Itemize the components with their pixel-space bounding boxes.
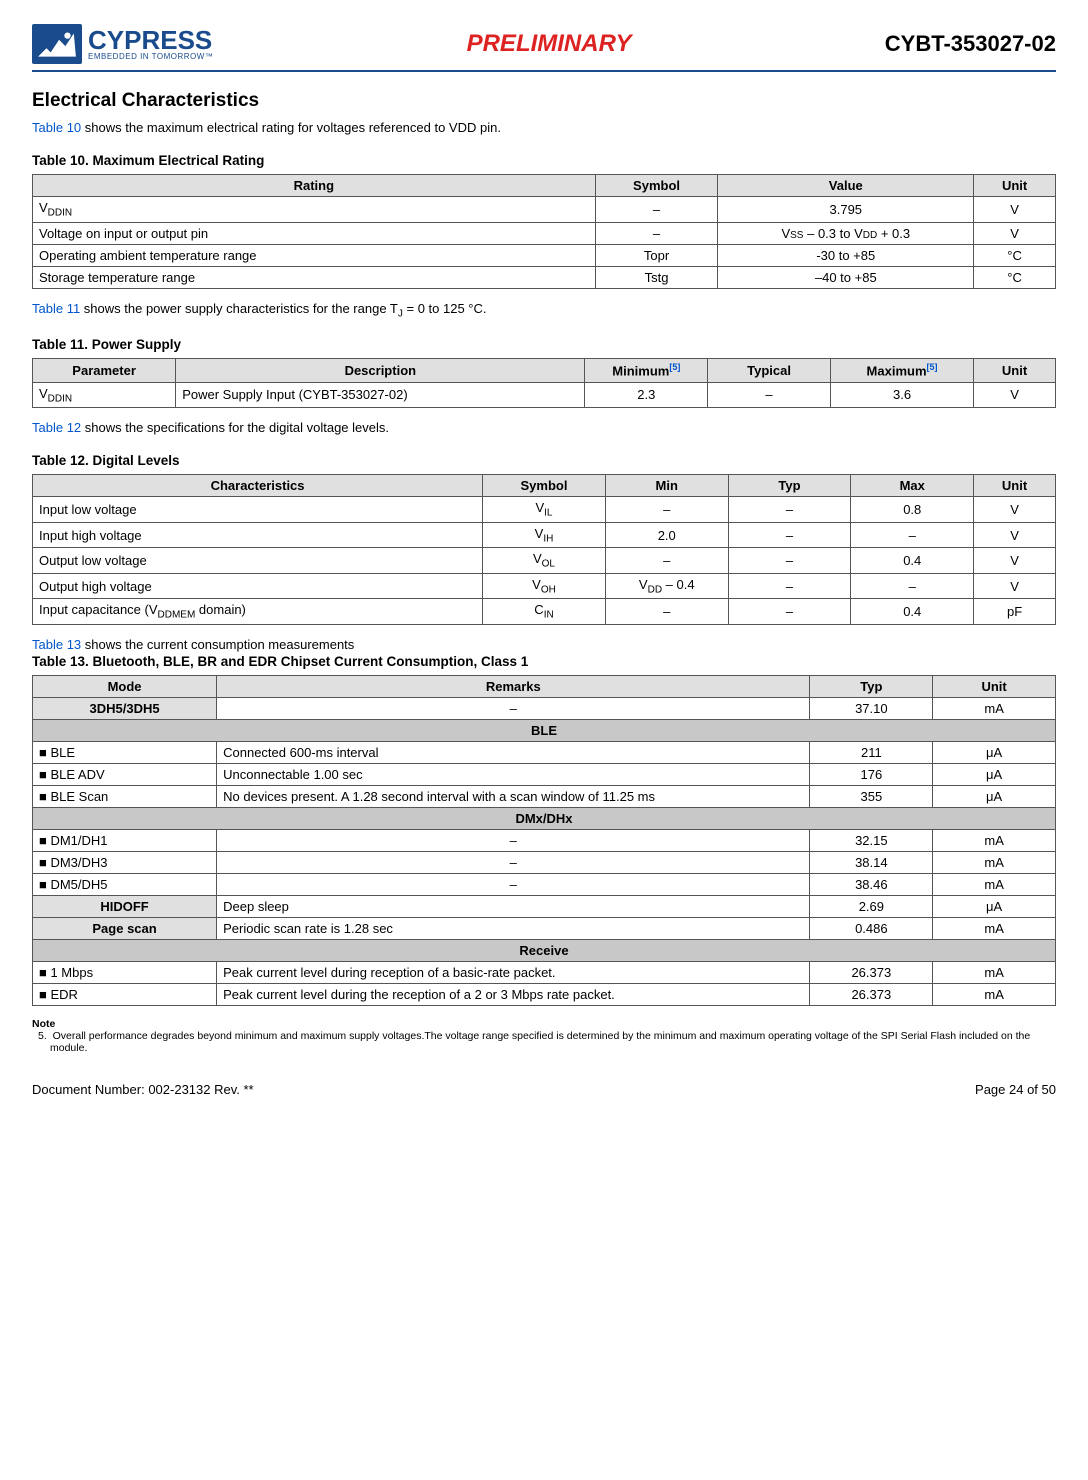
doc-number: Document Number: 002-23132 Rev. ** [32,1082,254,1097]
logo-sub-text: EMBEDDED IN TOMORROW™ [88,53,213,61]
footnote: Note 5. Overall performance degrades bey… [32,1018,1056,1054]
table13-link[interactable]: Table 13 [32,637,81,652]
intro-table13: Table 13 shows the current consumption m… [32,637,1056,652]
page-footer: Document Number: 002-23132 Rev. ** Page … [32,1082,1056,1097]
table10: RatingSymbolValueUnitVDDIN–3.795VVoltage… [32,174,1056,289]
table13: ModeRemarksTypUnit3DH5/3DH5–37.10mABLEBL… [32,675,1056,1006]
table11-link[interactable]: Table 11 [32,301,80,316]
intro-table11: Table 11 shows the power supply characte… [32,301,1056,320]
logo-icon [32,24,82,64]
table12-link[interactable]: Table 12 [32,420,81,435]
preliminary-label: PRELIMINARY [467,30,632,58]
section-title: Electrical Characteristics [32,90,1056,112]
part-number: CYBT-353027-02 [885,31,1056,57]
company-logo: CYPRESS EMBEDDED IN TOMORROW™ [32,24,213,64]
logo-main-text: CYPRESS [88,27,213,53]
page-header: CYPRESS EMBEDDED IN TOMORROW™ PRELIMINAR… [32,24,1056,72]
table12-title: Table 12. Digital Levels [32,453,1056,468]
intro-table10: Table 10 shows the maximum electrical ra… [32,120,1056,135]
table12: CharacteristicsSymbolMinTypMaxUnitInput … [32,474,1056,625]
table10-link[interactable]: Table 10 [32,120,81,135]
table10-title: Table 10. Maximum Electrical Rating [32,153,1056,168]
table11: ParameterDescriptionMinimum[5]TypicalMax… [32,358,1056,408]
table13-title: Table 13. Bluetooth, BLE, BR and EDR Chi… [32,654,1056,669]
intro-table12: Table 12 shows the specifications for th… [32,420,1056,435]
page-number: Page 24 of 50 [975,1082,1056,1097]
table11-title: Table 11. Power Supply [32,337,1056,352]
